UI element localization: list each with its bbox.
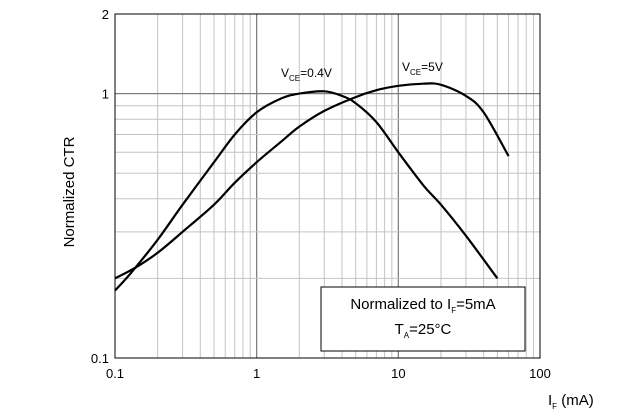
temperature-text: TA=25°C: [395, 321, 452, 340]
series-line-vce-0.4v: [114, 90, 499, 292]
x-axis-label: IF (mA): [548, 392, 594, 411]
y-tick-labels: 0.1 1 2: [91, 7, 109, 366]
series-label-vce-5v: VCE=5V: [402, 60, 443, 77]
series-line-vce-5v: [114, 82, 510, 280]
y-tick-label: 1: [102, 87, 109, 102]
normalization-box: Normalized to IF=5mA TA=25°C: [320, 286, 526, 352]
plot-frame: [114, 13, 541, 359]
x-tick-label: 10: [391, 366, 405, 381]
series-label-vce-0.4v: VCE=0.4V: [281, 66, 332, 83]
x-tick-labels: 0.1 1 10 100: [106, 366, 551, 381]
x-tick-label: 1: [253, 366, 260, 381]
x-tick-label: 100: [529, 366, 551, 381]
series-layer: [114, 82, 510, 292]
y-tick-label: 0.1: [91, 351, 109, 366]
normalization-text: Normalized to IF=5mA: [350, 296, 495, 315]
normalization-box-frame: [320, 286, 526, 352]
y-axis-label: Normalized CTR: [61, 136, 78, 247]
y-tick-label: 2: [102, 7, 109, 22]
x-tick-label: 0.1: [106, 366, 124, 381]
